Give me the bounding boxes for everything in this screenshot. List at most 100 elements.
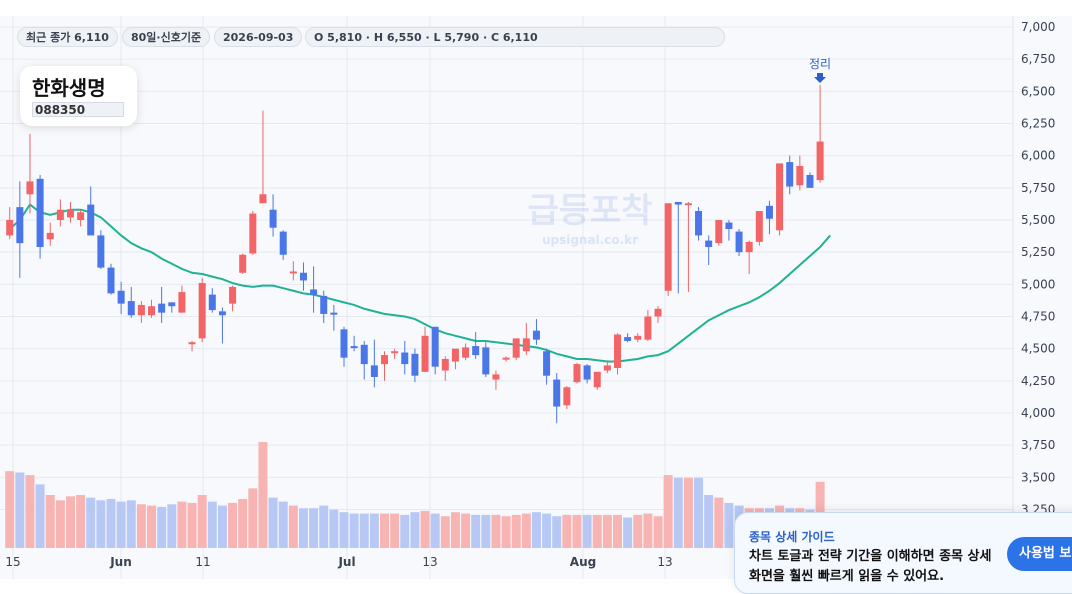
volume-bar xyxy=(572,514,582,548)
stock-card: 한화생명 088350 xyxy=(20,66,137,126)
candle-body xyxy=(289,271,297,274)
candle-body xyxy=(188,342,196,345)
volume-bar xyxy=(440,516,450,548)
y-tick-label: 5,500 xyxy=(1021,213,1055,227)
x-tick-label: Jul xyxy=(337,555,355,569)
candle-body xyxy=(715,220,723,244)
y-tick-label: 5,000 xyxy=(1021,277,1055,291)
candle xyxy=(198,277,206,343)
volume-bar xyxy=(55,500,65,548)
candle-body xyxy=(451,348,459,362)
candle-body xyxy=(77,212,85,220)
candle-body xyxy=(320,295,328,314)
candle xyxy=(543,348,551,385)
horizontal-grid xyxy=(0,26,1013,510)
volume-bar xyxy=(5,471,15,548)
last-close-pill: 최근 종가 6,110 xyxy=(17,27,118,47)
candle-body xyxy=(148,306,156,316)
volume-bar xyxy=(147,505,157,548)
volume-bar xyxy=(602,514,612,548)
candle xyxy=(36,174,44,259)
candle xyxy=(624,333,632,343)
candle xyxy=(188,340,196,352)
candle xyxy=(512,338,520,361)
candle xyxy=(573,362,581,384)
volume-bar xyxy=(86,497,96,548)
candle xyxy=(634,333,642,343)
volume-bar xyxy=(714,497,724,548)
candle xyxy=(583,364,591,384)
candle xyxy=(229,285,237,312)
volume-bar xyxy=(663,475,673,548)
candle-body xyxy=(502,357,510,360)
candle xyxy=(725,220,733,241)
candle-body xyxy=(208,294,216,311)
candle-body xyxy=(107,267,115,294)
volume-bar xyxy=(96,500,106,548)
candle-body xyxy=(66,209,74,218)
candle xyxy=(755,210,763,246)
candle xyxy=(411,348,419,383)
candle xyxy=(695,207,703,241)
volume-bar xyxy=(288,505,298,548)
volume-bar xyxy=(633,514,643,548)
candle-body xyxy=(178,292,186,313)
candle xyxy=(735,229,743,257)
volume-bar xyxy=(673,477,683,548)
candle xyxy=(502,356,510,362)
candle-body xyxy=(310,289,318,295)
volume-bar xyxy=(400,514,410,548)
candle-body xyxy=(431,326,439,367)
candle-body xyxy=(168,302,176,307)
candle xyxy=(87,186,95,236)
volume-bar xyxy=(542,513,552,548)
y-tick-label: 4,500 xyxy=(1021,342,1055,356)
candle xyxy=(97,230,105,269)
y-tick-label: 4,750 xyxy=(1021,310,1055,324)
volume-bars xyxy=(5,442,825,548)
volume-bar xyxy=(329,509,339,548)
candle-body xyxy=(644,316,652,340)
volume-bar xyxy=(592,514,602,548)
candle-body xyxy=(573,364,581,383)
candle xyxy=(796,155,804,191)
candle-body xyxy=(56,209,64,220)
volume-bar xyxy=(319,505,329,548)
how-to-use-button[interactable]: 사용법 보기 xyxy=(1007,537,1072,571)
candle-body xyxy=(269,209,277,228)
candle xyxy=(381,351,389,381)
candle-body xyxy=(654,308,662,317)
candle-body xyxy=(421,335,429,372)
candle-body xyxy=(684,203,692,206)
candle-body xyxy=(137,304,145,316)
volume-bar xyxy=(298,508,308,548)
candle xyxy=(178,285,186,313)
volume-bar xyxy=(683,477,693,548)
candle-body xyxy=(462,347,470,358)
volume-bar xyxy=(552,516,562,548)
stock-name: 한화생명 xyxy=(32,76,106,100)
volume-bar xyxy=(126,500,136,548)
volume-bar xyxy=(430,513,440,548)
y-tick-label: 3,500 xyxy=(1021,470,1055,484)
volume-bar xyxy=(410,512,420,548)
candle-body xyxy=(330,312,338,315)
candle-body xyxy=(725,222,733,230)
candle-body xyxy=(816,141,824,181)
volume-bar xyxy=(582,514,592,548)
candle xyxy=(107,263,115,295)
candle-body xyxy=(512,338,520,358)
candle xyxy=(644,310,652,341)
candle xyxy=(269,194,277,237)
y-tick-label: 3,750 xyxy=(1021,438,1055,452)
volume-bar xyxy=(450,512,460,548)
candle xyxy=(462,343,470,361)
candle xyxy=(654,306,662,323)
volume-bar xyxy=(511,514,521,548)
y-tick-label: 5,750 xyxy=(1021,181,1055,195)
candle xyxy=(340,326,348,367)
candle xyxy=(806,172,814,188)
candle-body xyxy=(411,353,419,376)
candle-body xyxy=(593,371,601,388)
candle xyxy=(46,222,54,246)
